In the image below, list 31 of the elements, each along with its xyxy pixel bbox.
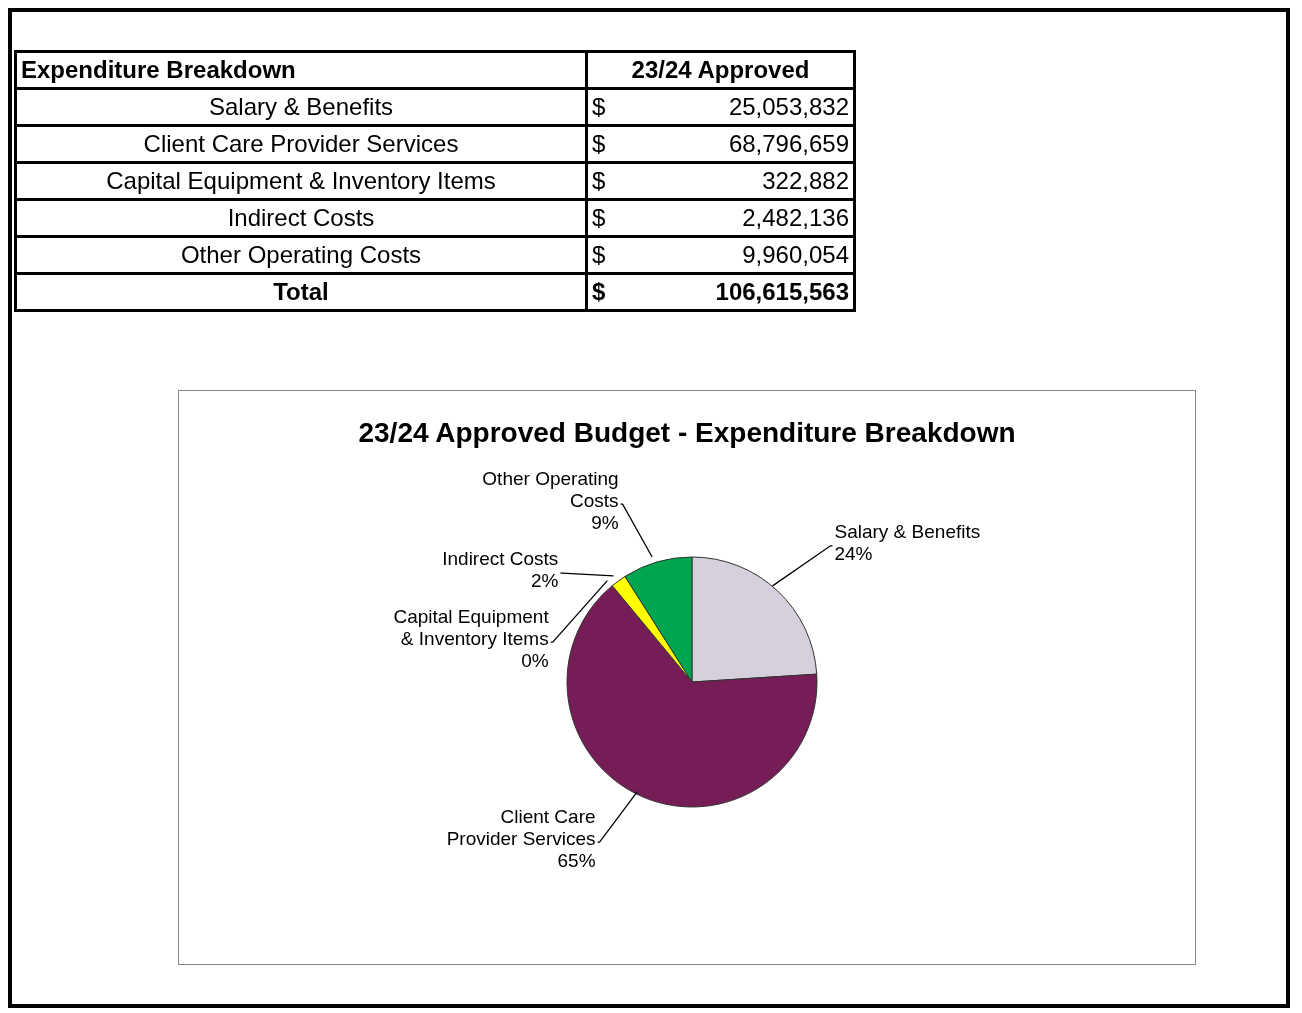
data-label: 24% bbox=[834, 542, 873, 564]
text: $ bbox=[586, 88, 616, 126]
text: $ bbox=[592, 204, 606, 231]
data-label: 9% bbox=[591, 512, 619, 534]
text: $ bbox=[592, 130, 606, 157]
text: 23/24 Approved bbox=[586, 51, 855, 89]
text: 2,482,136 bbox=[742, 204, 849, 231]
text: $ bbox=[592, 241, 606, 268]
slice-label: Indirect Costs bbox=[442, 548, 559, 570]
category-label: Salary & Benefits bbox=[15, 88, 587, 126]
text: 68,796,659 bbox=[728, 130, 849, 157]
text: 322,882 bbox=[762, 167, 849, 194]
text: $ bbox=[592, 278, 606, 305]
category-label: Indirect Costs bbox=[15, 199, 587, 237]
text: $ bbox=[592, 167, 606, 194]
text: 106,615,563 bbox=[715, 278, 849, 305]
chart-title: 23/24 Approved Budget - Expenditure Breakdown bbox=[357, 417, 1017, 450]
text: 25,053,832 bbox=[728, 93, 849, 120]
text: 9,960,054 bbox=[742, 241, 849, 268]
text: Expenditure Breakdown bbox=[15, 51, 587, 89]
slice-label: Client Care Provider Services bbox=[446, 806, 596, 850]
category-label: Capital Equipment & Inventory Items bbox=[393, 606, 549, 650]
category-label: Capital Equipment & Inventory Items bbox=[15, 162, 587, 200]
slice-label: Salary & Benefits bbox=[834, 520, 981, 542]
data-label: 65% bbox=[557, 850, 596, 872]
category-label: Client Care Provider Services bbox=[15, 125, 587, 163]
category-label: Other Operating Costs bbox=[15, 236, 587, 274]
slice-label: Other Operating Costs bbox=[482, 468, 619, 512]
text: 0% bbox=[521, 650, 549, 672]
data-label: 2% bbox=[530, 570, 559, 592]
text: Total bbox=[15, 273, 587, 311]
